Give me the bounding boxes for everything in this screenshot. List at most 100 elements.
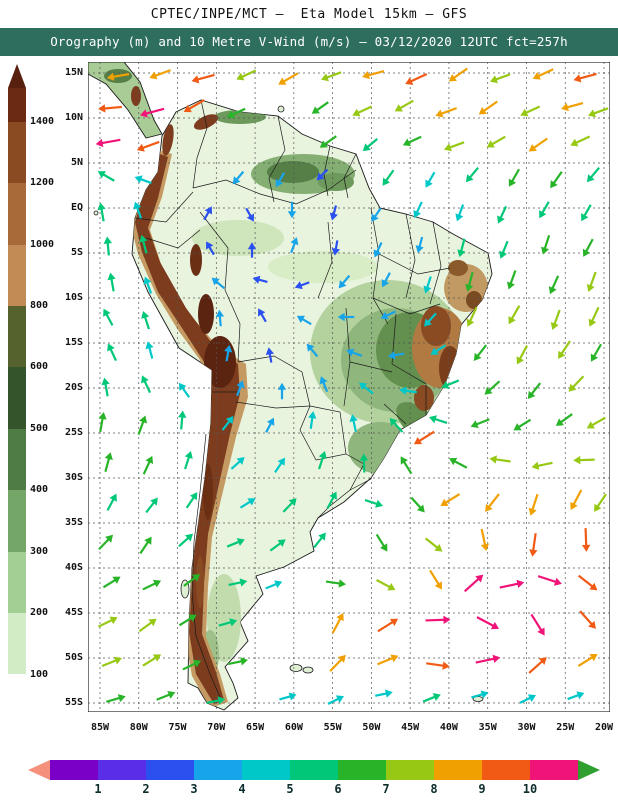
elevation-scale-segment	[8, 551, 26, 614]
wind-arrow	[586, 271, 597, 293]
wind-arrow	[376, 579, 396, 591]
wind-arrow	[424, 537, 443, 552]
wind-arrow	[475, 654, 501, 664]
wind-arrow	[206, 241, 215, 256]
wind-arrow	[471, 690, 489, 699]
wind-arrow	[527, 382, 542, 399]
wind-arrow	[101, 656, 122, 668]
wind-arrow	[423, 276, 432, 294]
wind-arrow	[98, 412, 107, 433]
wind-arrow	[327, 695, 344, 705]
wind-arrow	[294, 281, 310, 290]
wind-scale-label: 10	[522, 782, 538, 796]
wind-arrow	[137, 415, 148, 435]
wind-arrow	[380, 310, 396, 320]
wind-scale-segment	[386, 760, 434, 780]
wind-arrow	[142, 654, 162, 667]
wind-arrow	[440, 493, 461, 506]
lat-label: 30S	[64, 472, 83, 483]
lon-label: 80W	[129, 722, 148, 733]
wind-arrow	[98, 534, 114, 551]
map-canvas	[88, 62, 610, 712]
wind-arrow	[528, 493, 539, 516]
wind-arrow	[550, 171, 563, 189]
wind-arrow	[499, 579, 525, 589]
wind-arrow	[331, 613, 344, 634]
wind-arrow	[478, 100, 498, 115]
wind-scale-label: 8	[430, 782, 438, 796]
lat-label: 5S	[70, 247, 83, 258]
lat-label: 15N	[64, 67, 83, 78]
wind-arrow	[221, 415, 234, 431]
lon-label: 35W	[478, 722, 497, 733]
wind-arrow	[594, 493, 607, 512]
wind-scale-segment	[338, 760, 386, 780]
wind-arrow	[410, 496, 425, 513]
wind-arrow	[139, 536, 152, 554]
wind-arrow	[516, 345, 528, 365]
wind-arrow	[215, 309, 225, 327]
wind-arrow	[373, 242, 383, 258]
wind-arrow	[532, 68, 554, 80]
wind-scale-segment	[482, 760, 530, 780]
wind-arrow	[529, 533, 538, 557]
wind-scale-label: 6	[334, 782, 342, 796]
lat-label: 20S	[64, 382, 83, 393]
grid-lines	[88, 62, 610, 712]
wind-arrow	[352, 105, 373, 117]
wind-arrow	[497, 205, 508, 224]
wind-arrow	[105, 694, 126, 703]
wind-arrow	[104, 452, 113, 473]
wind-arrow	[306, 343, 319, 358]
lat-label: 35S	[64, 517, 83, 528]
wind-arrow	[358, 382, 374, 395]
wind-arrow	[97, 171, 115, 182]
elevation-overflow-arrow-icon	[8, 64, 26, 88]
wind-arrow	[428, 415, 448, 424]
wind-arrow	[133, 201, 143, 219]
wind-arrow	[473, 344, 488, 361]
wind-arrow	[377, 654, 399, 666]
elevation-scale-segment	[8, 674, 26, 736]
elevation-scale-segment	[8, 306, 26, 368]
wind-scale-segments	[50, 760, 578, 780]
elevation-scale-label: 500	[30, 422, 49, 434]
wind-arrow	[443, 141, 465, 152]
wind-arrow	[239, 498, 256, 509]
wind-arrow	[245, 207, 254, 222]
wind-arrow	[349, 414, 358, 432]
wind-arrow	[337, 312, 355, 322]
lat-label: 45S	[64, 607, 83, 618]
wind-arrow	[183, 574, 201, 587]
central-america-landmass	[88, 62, 163, 139]
wind-arrow	[519, 694, 536, 704]
wind-scale-segment	[98, 760, 146, 780]
wind-arrow	[555, 413, 573, 426]
wind-arrow	[400, 456, 413, 475]
wind-arrow	[513, 418, 532, 431]
lat-label: 10S	[64, 292, 83, 303]
wind-arrow	[326, 491, 337, 509]
wind-arrow	[139, 107, 165, 118]
wind-arrow	[325, 579, 347, 588]
elevation-scale-label: 800	[30, 300, 49, 312]
wind-arrow	[359, 453, 369, 473]
lon-label: 45W	[401, 722, 420, 733]
wind-arrow	[331, 240, 341, 256]
wind-arrow	[567, 691, 585, 701]
wind-arrow	[145, 341, 154, 359]
wind-scale-segment	[242, 760, 290, 780]
elevation-scale-segment	[8, 613, 26, 675]
wind-arrow	[577, 574, 598, 591]
wind-arrow	[577, 654, 598, 667]
wind-arrow	[568, 375, 585, 392]
wind-arrow	[449, 457, 468, 469]
wind-arrow	[107, 343, 118, 362]
lat-label: 15S	[64, 337, 83, 348]
wind-scale-left-arrow-icon	[28, 760, 50, 780]
wind-arrow	[465, 167, 479, 183]
wind-arrow	[178, 410, 187, 430]
wind-arrow	[106, 72, 130, 81]
wind-arrow	[141, 375, 152, 394]
lat-label: 10N	[64, 112, 83, 123]
